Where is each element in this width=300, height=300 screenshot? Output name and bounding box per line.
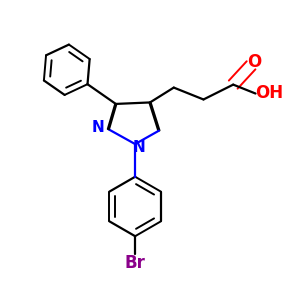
Text: N: N [132, 140, 145, 155]
Text: Br: Br [125, 254, 146, 272]
Text: OH: OH [255, 84, 283, 102]
Text: O: O [247, 53, 261, 71]
Text: N: N [92, 120, 104, 135]
